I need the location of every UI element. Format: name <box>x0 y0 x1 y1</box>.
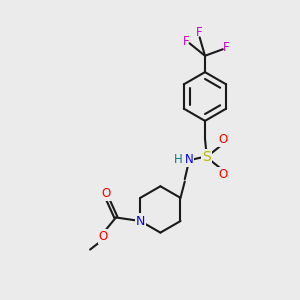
Text: N: N <box>136 214 145 227</box>
Text: S: S <box>202 150 211 164</box>
Text: O: O <box>102 187 111 200</box>
Text: O: O <box>99 230 108 243</box>
Text: F: F <box>183 35 189 48</box>
Text: F: F <box>223 41 230 54</box>
Text: N: N <box>185 153 194 166</box>
Text: O: O <box>218 168 227 181</box>
Text: F: F <box>196 26 203 38</box>
Text: H: H <box>174 153 182 166</box>
Text: O: O <box>218 134 227 146</box>
